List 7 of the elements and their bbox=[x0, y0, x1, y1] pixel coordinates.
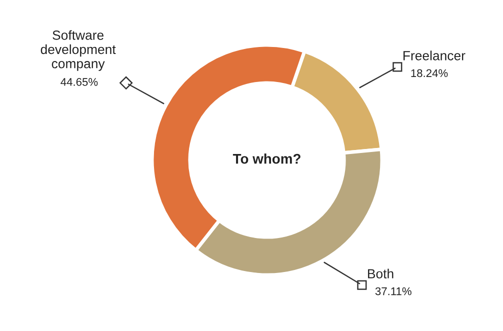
slice-label: Software development company bbox=[40, 30, 116, 71]
data-label: 44.65% bbox=[60, 78, 98, 86]
slice-label: Freelancer bbox=[403, 50, 466, 60]
data-label: 18.24% bbox=[411, 69, 448, 78]
text: To whom? bbox=[232, 154, 300, 164]
slice-label: Both bbox=[368, 268, 394, 278]
data-label: 37.11% bbox=[375, 287, 412, 296]
